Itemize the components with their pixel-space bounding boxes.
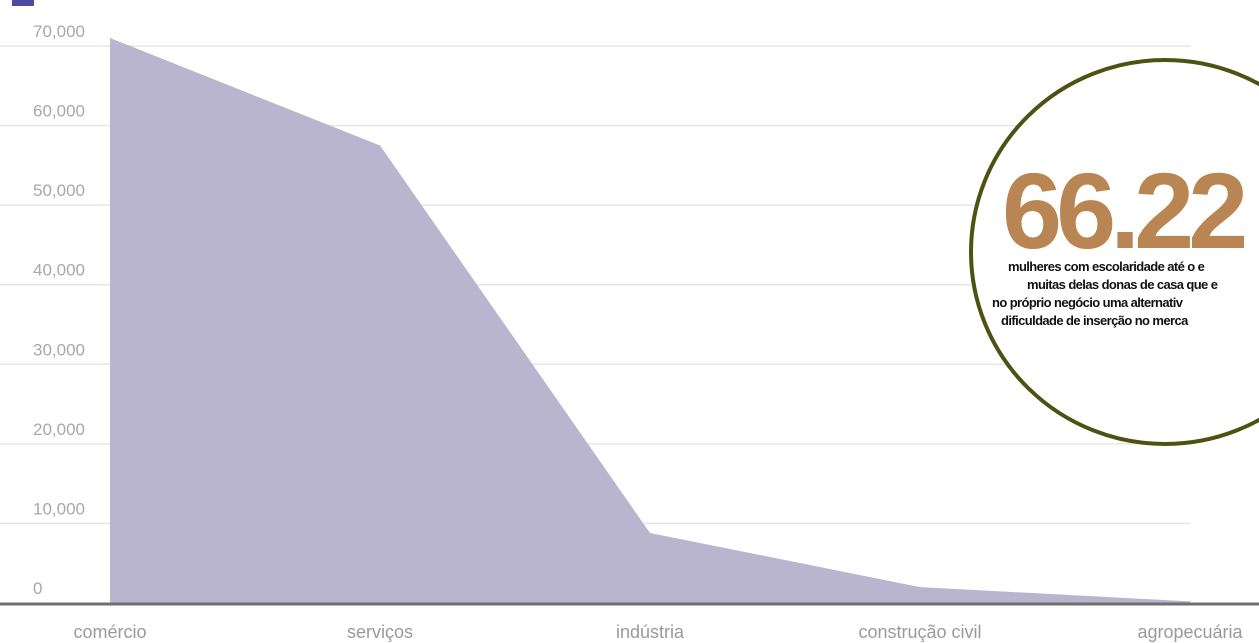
- x-category-label: serviços: [347, 622, 413, 642]
- callout-badge: 66.22 mulheres com escolaridade até o e …: [969, 58, 1259, 446]
- y-tick-label: 60,000: [33, 102, 85, 121]
- x-category-label: agropecuária: [1137, 622, 1243, 642]
- callout-line-1: mulheres com escolaridade até o e: [1008, 259, 1205, 274]
- y-tick-labels: 0 10,000 20,000 30,000 40,000 50,000 60,000 70,…: [33, 22, 85, 598]
- data-point: [649, 532, 651, 534]
- area-fill: [110, 38, 1190, 604]
- y-tick-label: 50,000: [33, 181, 85, 200]
- y-tick-label: 30,000: [33, 340, 85, 359]
- y-tick-label: 0: [33, 579, 42, 598]
- x-category-label: construção civil: [858, 622, 981, 642]
- data-point: [919, 586, 921, 588]
- legend-swatch: [12, 0, 34, 6]
- y-tick-label: 70,000: [33, 22, 85, 41]
- callout-line-4: dificuldade de inserção no merca: [1001, 313, 1189, 328]
- callout-line-3: no próprio negócio uma alternativ: [992, 295, 1184, 310]
- data-point: [1189, 600, 1191, 602]
- x-category-labels: comércio serviços indústria construção civi…: [73, 622, 1243, 642]
- x-category-label: comércio: [73, 622, 146, 642]
- callout-circle: [969, 58, 1259, 446]
- callout-number: 66.22: [1002, 150, 1244, 271]
- data-point: [379, 144, 381, 146]
- y-tick-label: 20,000: [33, 420, 85, 439]
- data-point: [109, 37, 111, 39]
- y-tick-label: 40,000: [33, 261, 85, 280]
- callout-line-2: muitas delas donas de casa que e: [1027, 277, 1218, 292]
- x-category-label: indústria: [616, 622, 685, 642]
- y-tick-label: 10,000: [33, 499, 85, 518]
- area-series: [109, 37, 1191, 604]
